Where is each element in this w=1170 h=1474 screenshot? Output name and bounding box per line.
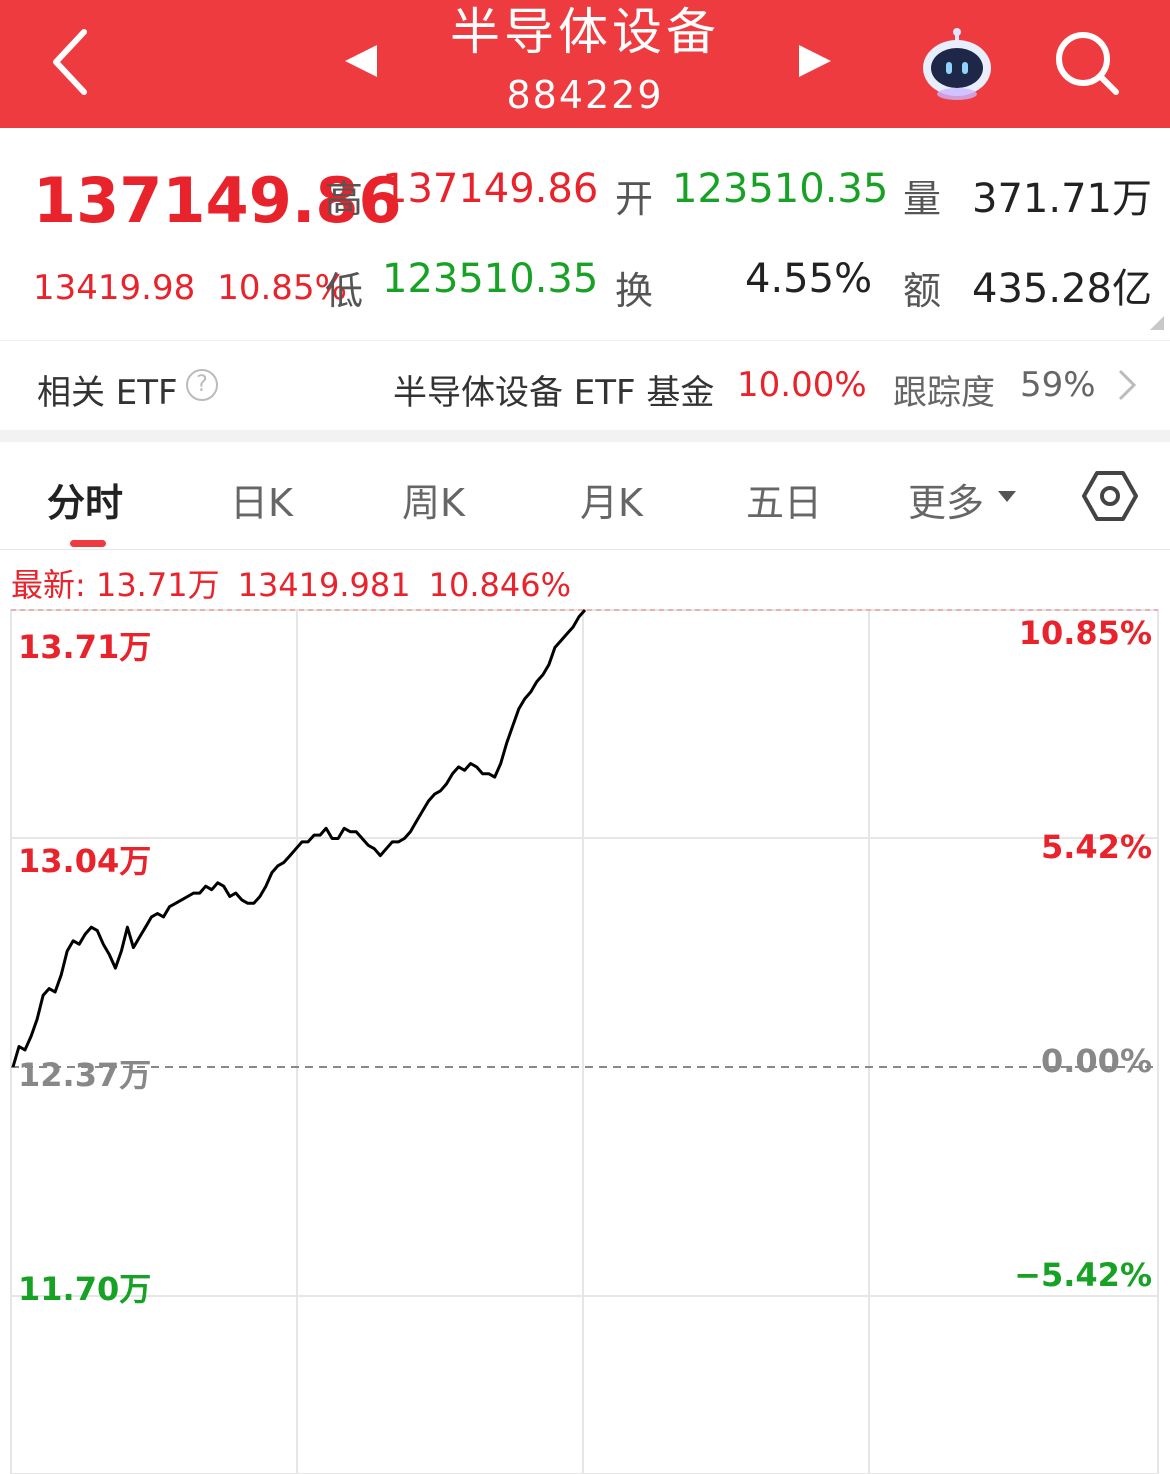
low-label: 低 bbox=[325, 269, 364, 313]
y-axis-label-left: 11.70万 bbox=[18, 1270, 152, 1308]
chevron-right-icon[interactable] bbox=[1116, 367, 1138, 403]
search-icon[interactable] bbox=[1052, 28, 1122, 98]
change-value: 13419.98 bbox=[33, 268, 196, 308]
title-bar: 半导体设备 884229 bbox=[0, 0, 1170, 128]
chart-canvas bbox=[10, 609, 1159, 1474]
expand-corner-icon[interactable] bbox=[1150, 316, 1164, 330]
open-label: 开 bbox=[615, 177, 654, 221]
y-axis-label-right: −5.42% bbox=[1014, 1256, 1152, 1294]
etf-change-percent: 10.00% bbox=[737, 365, 867, 405]
triangle-left-icon[interactable] bbox=[343, 43, 379, 79]
amount-value: 435.28亿 bbox=[972, 266, 1152, 312]
change-percent: 10.85% bbox=[217, 268, 347, 308]
y-axis-label-left: 13.71万 bbox=[18, 628, 152, 666]
tab-monthly-k[interactable]: 月K bbox=[580, 481, 643, 525]
settings-icon[interactable] bbox=[1082, 468, 1138, 524]
related-etf-row[interactable]: 相关 ETF ? 半导体设备 ETF 基金 10.00% 跟踪度 59% bbox=[0, 340, 1170, 430]
low-value: 123510.35 bbox=[382, 256, 599, 302]
price-line-series bbox=[11, 609, 587, 1068]
page-title: 半导体设备 bbox=[450, 3, 720, 61]
tab-daily-k[interactable]: 日K bbox=[230, 481, 293, 525]
dropdown-arrow-icon[interactable] bbox=[998, 491, 1016, 502]
turnover-label: 换 bbox=[615, 269, 654, 313]
etf-name: 半导体设备 ETF 基金 bbox=[393, 373, 715, 413]
latest-info: 最新: 13.71万 13419.981 10.846% bbox=[11, 560, 589, 606]
y-axis-label-left: 13.04万 bbox=[18, 842, 152, 880]
y-axis-label-right: 5.42% bbox=[1040, 828, 1152, 866]
last-price: 137149.86 bbox=[33, 164, 402, 237]
chart-tabs: 分时 日K 周K 月K 五日 更多 bbox=[0, 442, 1170, 550]
y-axis-label-right: 0.00% bbox=[1040, 1042, 1152, 1080]
intraday-chart[interactable]: 13.71万 13.04万 12.37万 11.70万 10.85% 5.42%… bbox=[0, 600, 1170, 1474]
triangle-right-icon[interactable] bbox=[797, 43, 833, 79]
tracking-value: 59% bbox=[1020, 365, 1096, 405]
stock-code: 884229 bbox=[506, 73, 664, 117]
high-value: 137149.86 bbox=[382, 166, 599, 212]
tab-five-day[interactable]: 五日 bbox=[746, 481, 823, 525]
latest-change: 13419.981 bbox=[237, 566, 411, 604]
volume-label: 量 bbox=[903, 177, 942, 221]
latest-price: 最新: 13.71万 bbox=[11, 566, 220, 604]
chart-border bbox=[10, 609, 1159, 1474]
turnover-value: 4.55% bbox=[745, 256, 873, 302]
latest-percent: 10.846% bbox=[428, 566, 571, 604]
etf-label: 相关 ETF bbox=[37, 373, 178, 413]
tab-more[interactable]: 更多 bbox=[908, 481, 985, 525]
chevron-left-icon[interactable] bbox=[36, 22, 106, 102]
y-axis-label-right: 10.85% bbox=[1018, 614, 1152, 652]
tab-weekly-k[interactable]: 周K bbox=[402, 481, 465, 525]
section-divider bbox=[0, 430, 1170, 442]
robot-icon[interactable] bbox=[918, 24, 996, 102]
active-tab-indicator bbox=[70, 540, 106, 547]
high-label: 高 bbox=[325, 177, 364, 221]
open-value: 123510.35 bbox=[672, 166, 889, 212]
volume-value: 371.71万 bbox=[972, 176, 1152, 222]
quote-panel: 137149.86 13419.98 10.85% 高 137149.86 开 1… bbox=[0, 128, 1170, 340]
amount-label: 额 bbox=[903, 269, 942, 313]
y-axis-label-left: 12.37万 bbox=[18, 1056, 152, 1094]
price-change: 13419.98 10.85% bbox=[33, 268, 347, 308]
tab-intraday[interactable]: 分时 bbox=[47, 481, 124, 525]
tracking-label: 跟踪度 bbox=[893, 373, 995, 413]
help-icon[interactable]: ? bbox=[186, 369, 218, 401]
